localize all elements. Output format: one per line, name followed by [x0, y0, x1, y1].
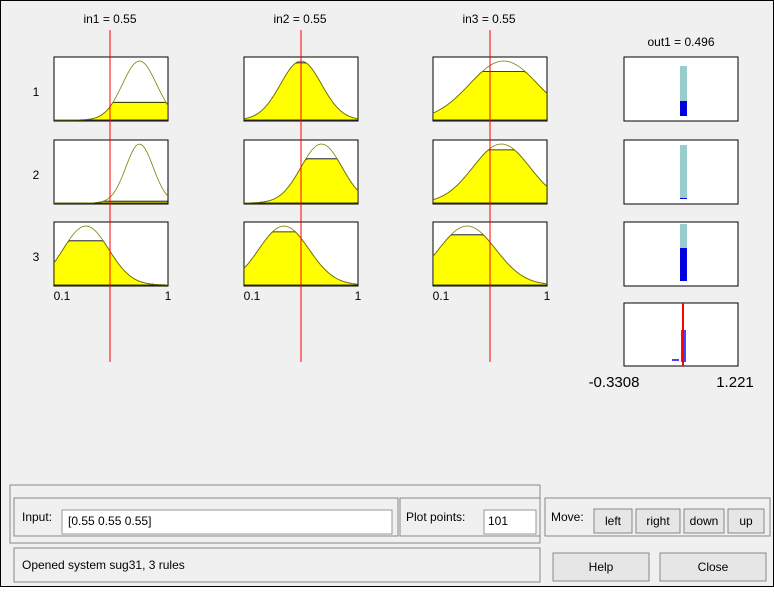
out-bar-value: [680, 101, 687, 116]
move-button-label: up: [739, 514, 753, 528]
input-title: in1 = 0.55: [83, 12, 136, 26]
output-title: out1 = 0.496: [647, 35, 714, 49]
move-button-label: down: [690, 514, 719, 528]
out-bar-outline: [680, 145, 687, 199]
axis-max: 1: [544, 289, 551, 303]
out-bar-value: [680, 198, 687, 199]
rule-number: 3: [33, 250, 40, 264]
axis-max: 1: [165, 289, 172, 303]
input-label: Input:: [22, 510, 52, 524]
axis-max: 1: [355, 289, 362, 303]
rule-number: 1: [33, 85, 40, 99]
axis-min: 0.1: [244, 289, 261, 303]
plot-points-label: Plot points:: [406, 510, 465, 524]
input-title: in3 = 0.55: [462, 12, 515, 26]
help-label: Help: [589, 560, 614, 574]
out-axis-min: -0.3308: [589, 374, 640, 391]
move-button-label: right: [646, 514, 670, 528]
rule-number: 2: [33, 168, 40, 182]
mf-box: [54, 140, 168, 204]
move-button-label: left: [605, 514, 622, 528]
move-buttons: left right down up: [594, 509, 764, 533]
axis-min: 0.1: [433, 289, 450, 303]
out-axis-max: 1.221: [716, 374, 754, 391]
close-label: Close: [698, 560, 729, 574]
move-label: Move:: [551, 510, 584, 524]
plot-points-value: 101: [488, 514, 508, 528]
axis-min: 0.1: [54, 289, 71, 303]
status-text: Opened system sug31, 3 rules: [22, 558, 185, 572]
input-value: [0.55 0.55 0.55]: [68, 514, 151, 528]
rule-viewer: in1 = 0.55 0.1 1 in2 = 0.55 0.1 1 in3 = 0.55 0.…: [0, 0, 774, 587]
input-title: in2 = 0.55: [273, 12, 326, 26]
out-bar-value: [680, 248, 687, 281]
